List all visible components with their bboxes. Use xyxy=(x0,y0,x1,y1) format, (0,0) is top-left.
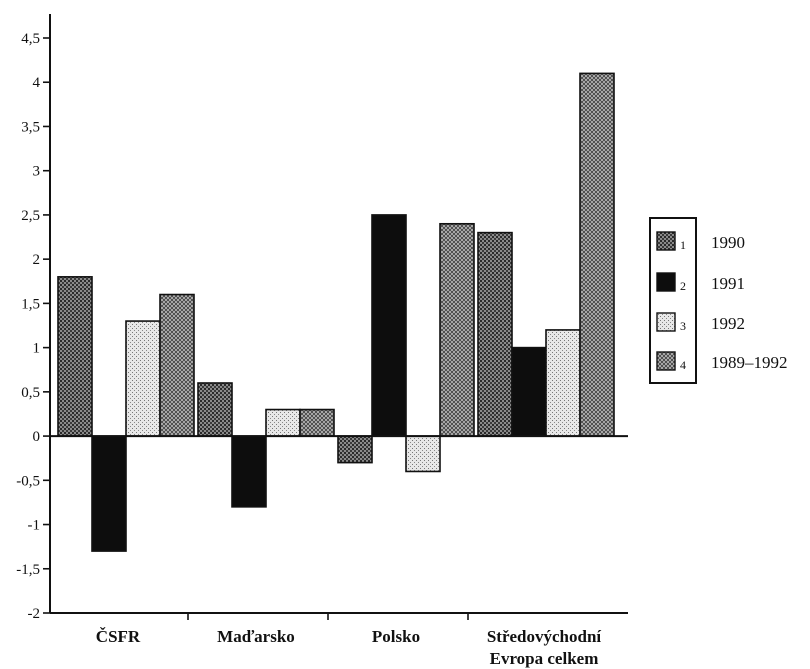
legend-swatch-1 xyxy=(656,231,676,251)
legend-label: 1990 xyxy=(711,233,745,252)
bar-4-4 xyxy=(579,72,615,437)
bar-1-4 xyxy=(159,293,195,437)
y-tick-label: 4,5 xyxy=(21,31,40,47)
legend-label: 1989–1992 xyxy=(711,353,788,372)
y-tick-label: 2 xyxy=(33,252,41,268)
bar-3-4 xyxy=(439,222,475,437)
bars-layer xyxy=(57,72,615,552)
y-tick-label: 0 xyxy=(33,429,41,445)
legend-key: 3 xyxy=(680,319,686,333)
legend-swatch-3 xyxy=(656,312,676,332)
bar-4-3 xyxy=(545,329,581,437)
category-label: ČSFR xyxy=(96,627,141,646)
x-axis xyxy=(50,435,628,620)
bar-2-3 xyxy=(265,408,301,437)
y-axis: -2 -1,5 -1 -0,5 0 0,5 1 1,5 2 2,5 3 3,5 4 4,5 xyxy=(16,14,51,622)
category-label: Polsko xyxy=(372,627,420,646)
bar-4-2 xyxy=(511,346,547,437)
y-tick-label: 3,5 xyxy=(21,119,40,135)
legend-key: 4 xyxy=(680,358,686,372)
y-tick-label: -0,5 xyxy=(16,473,40,489)
bar-2-4 xyxy=(299,408,335,437)
legend-label: 1991 xyxy=(711,274,745,293)
legend-swatch-2 xyxy=(656,272,676,292)
legend-key: 1 xyxy=(680,238,686,252)
category-labels: ČSFR Maďarsko Polsko Středovýchodní Evropa c… xyxy=(96,627,602,668)
category-label: Evropa celkem xyxy=(490,649,599,668)
legend-frame xyxy=(649,217,697,384)
bar-1-3 xyxy=(125,320,161,437)
bar-3-1 xyxy=(337,435,373,464)
legend: 1 1990 2 1991 3 1992 4 1989–1992 xyxy=(649,217,788,384)
legend-label: 1992 xyxy=(711,314,745,333)
bar-2-2 xyxy=(231,435,267,508)
legend-key: 2 xyxy=(680,279,686,293)
bar-2-1 xyxy=(197,382,233,437)
bar-3-3 xyxy=(405,435,441,473)
bar-3-2 xyxy=(371,214,407,437)
legend-swatch-4 xyxy=(656,351,676,371)
y-tick-label: -1,5 xyxy=(16,562,40,578)
y-tick-label: 0,5 xyxy=(21,385,40,401)
y-tick-label: 4 xyxy=(33,75,41,91)
bar-1-1 xyxy=(57,276,93,437)
y-tick-label: 3 xyxy=(33,164,41,180)
category-label: Maďarsko xyxy=(217,627,295,646)
y-tick-label: 1,5 xyxy=(21,296,40,312)
bar-1-2 xyxy=(91,435,127,552)
y-tick-label: 2,5 xyxy=(21,208,40,224)
y-tick-label: 1 xyxy=(33,341,41,357)
y-tick-label: -2 xyxy=(28,606,41,622)
bar-4-1 xyxy=(477,231,513,437)
category-label: Středovýchodní xyxy=(487,627,602,646)
y-tick-label: -1 xyxy=(28,518,41,534)
